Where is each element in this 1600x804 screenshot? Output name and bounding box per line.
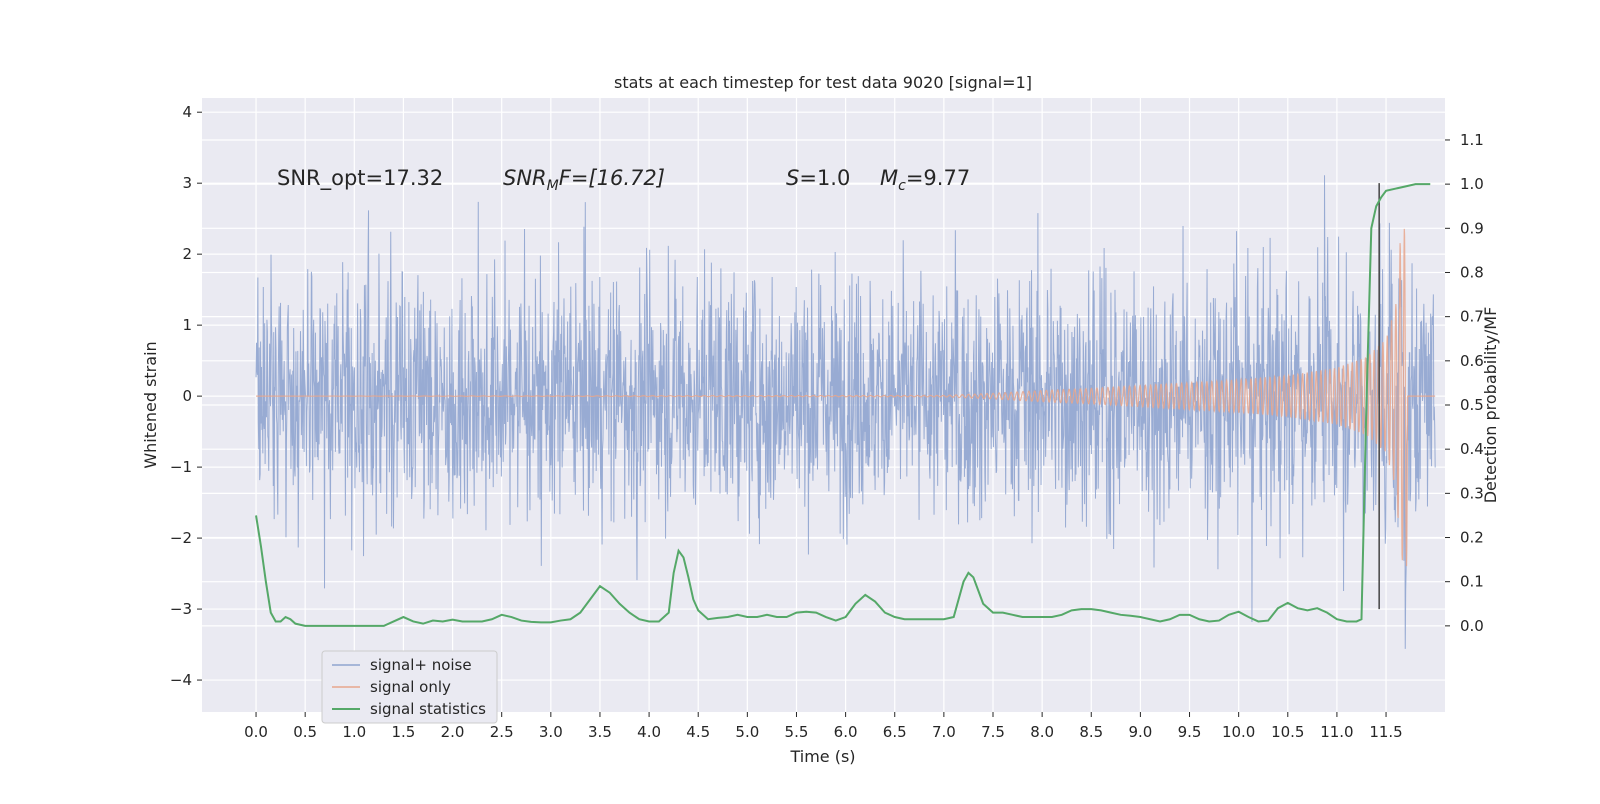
y-axis-label: Whitened strain	[141, 341, 160, 468]
y-tick-label: −1	[170, 458, 192, 476]
y2-tick-label: 0.8	[1460, 263, 1484, 281]
chart-title: stats at each timestep for test data 902…	[614, 73, 1032, 92]
x-tick-label: 1.0	[342, 723, 366, 741]
x-tick-label: 0.0	[244, 723, 268, 741]
annotation-snr-mf-main: SNR	[503, 166, 547, 190]
series-signal-plus-noise	[255, 175, 1436, 649]
y-tick-label: −3	[170, 600, 192, 618]
series-signal-statistics	[255, 183, 1431, 627]
y-tick-label: 0	[182, 387, 192, 405]
legend-box	[321, 650, 498, 724]
y2-axis-label: Detection probability/MF	[1481, 307, 1500, 504]
y-tick-label: 4	[182, 103, 192, 121]
legend-label-signal-statistics: signal statistics	[370, 700, 486, 718]
y2-tick-label: 0.2	[1460, 529, 1484, 547]
y2-tick-label: 0.3	[1460, 484, 1484, 502]
x-tick-label: 11.5	[1369, 723, 1402, 741]
x-tick-label: 1.5	[392, 723, 416, 741]
signal-statistics-line	[255, 183, 1431, 627]
x-tick-label: 8.5	[1079, 723, 1103, 741]
annotation-mc: Mc=9.77	[880, 166, 970, 194]
axis-ticks: 0.0 0.5 1.0 1.5 2.0 2.5 3.0 3.5 4.0 4.5 5.0 5.5 6.0 6…	[170, 103, 1484, 741]
x-axis-label: Time (s)	[789, 747, 855, 766]
x-tick-label: 10.0	[1222, 723, 1255, 741]
y-tick-label: −4	[170, 671, 192, 689]
y2-tick-label: 0.7	[1460, 308, 1484, 326]
annotations: SNR_opt=17.32 SNRMF=[16.72] S=1.0 Mc=9.7…	[277, 166, 970, 194]
y2-tick-label: 0.0	[1460, 617, 1484, 635]
y2-tick-label: 0.5	[1460, 396, 1484, 414]
x-tick-label: 5.5	[785, 723, 809, 741]
y-tick-label: 1	[182, 316, 192, 334]
annotation-snr-mf: SNRMF=[16.72]	[503, 166, 665, 194]
annotation-mc-sub: c	[898, 178, 906, 194]
series-signal-only	[256, 228, 1436, 567]
signal-plus-noise-line	[255, 175, 1436, 649]
x-tick-label: 11.0	[1320, 723, 1353, 741]
legend-label-signal-plus-noise: signal+ noise	[370, 656, 472, 674]
x-tick-label: 6.0	[834, 723, 858, 741]
annotation-mc-rest: =9.77	[906, 166, 970, 190]
y-tick-label: 3	[182, 174, 192, 192]
annotation-s: S=1.0	[786, 166, 850, 190]
annotation-mc-main: M	[880, 166, 898, 190]
x-tick-label: 4.0	[637, 723, 661, 741]
x-tick-label: 3.0	[539, 723, 563, 741]
x-tick-label: 10.5	[1271, 723, 1304, 741]
x-tick-label: 3.5	[588, 723, 612, 741]
y2-tick-label: 0.9	[1460, 219, 1484, 237]
x-tick-label: 6.5	[883, 723, 907, 741]
x-tick-label: 4.5	[686, 723, 710, 741]
signal-only-line	[256, 228, 1436, 567]
y2-tick-label: 0.1	[1460, 573, 1484, 591]
x-tick-label: 7.5	[981, 723, 1005, 741]
x-tick-label: 5.0	[735, 723, 759, 741]
annotation-snr-mf-rest: F=[16.72]	[559, 166, 665, 190]
annotation-s-main: S	[786, 166, 799, 190]
annotation-snr-opt: SNR_opt=17.32	[277, 166, 443, 191]
x-tick-label: 8.0	[1030, 723, 1054, 741]
annotation-snr-mf-sub: M	[547, 178, 559, 194]
y-tick-label: −2	[170, 529, 192, 547]
legend-label-signal-only: signal only	[370, 678, 451, 696]
y-tick-label: 2	[182, 245, 192, 263]
legend: signal+ noise signal only signal statist…	[321, 650, 498, 724]
annotation-s-rest: =1.0	[799, 166, 850, 190]
y2-tick-label: 0.6	[1460, 352, 1484, 370]
y2-tick-label: 1.1	[1460, 131, 1484, 149]
x-tick-label: 0.5	[293, 723, 317, 741]
x-tick-label: 7.0	[932, 723, 956, 741]
y2-tick-label: 0.4	[1460, 440, 1484, 458]
y2-tick-label: 1.0	[1460, 175, 1484, 193]
x-tick-label: 2.5	[490, 723, 514, 741]
x-tick-label: 2.0	[441, 723, 465, 741]
x-tick-label: 9.0	[1128, 723, 1152, 741]
x-tick-label: 9.5	[1178, 723, 1202, 741]
